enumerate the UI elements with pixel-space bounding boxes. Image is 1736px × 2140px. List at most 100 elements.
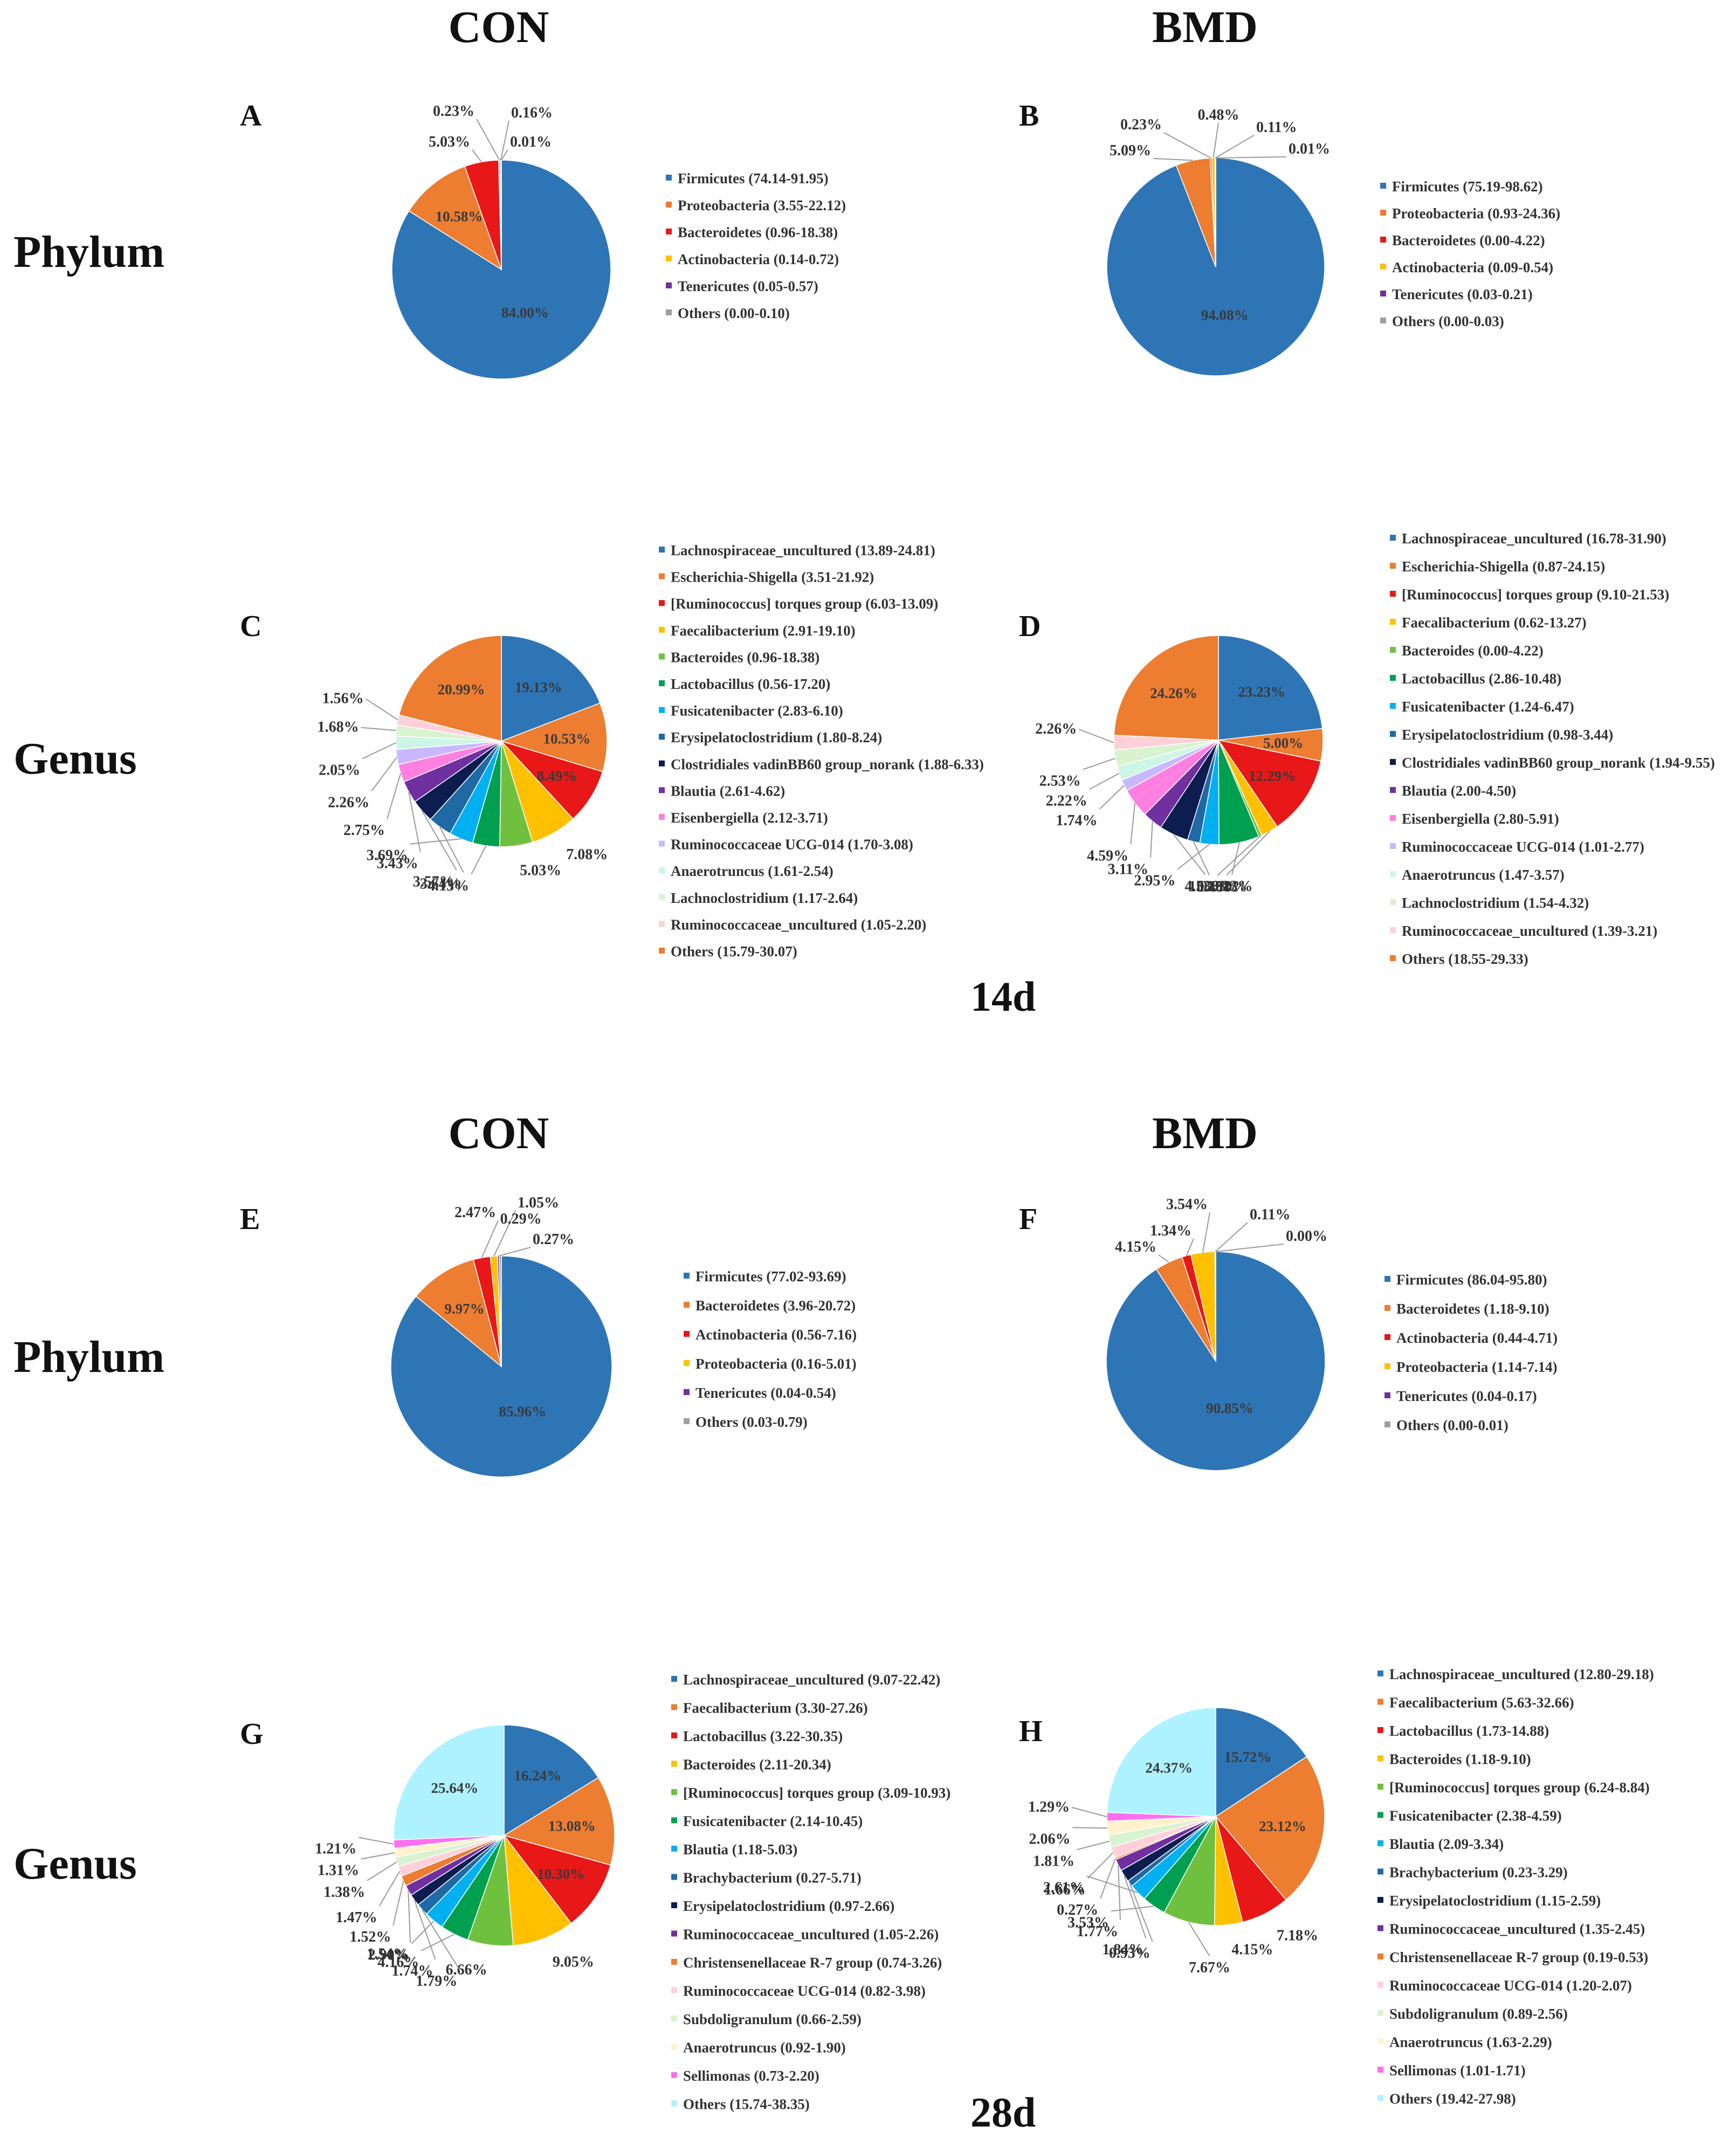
legend-item-g-ruminococcaceae-ucg-014: Ruminococcaceae UCG-014 (0.82-3.98) (683, 1983, 926, 1999)
slice-h-faecalibacterium (1215, 1756, 1325, 1901)
legend-item-f-bacteroidetes: Bacteroidetes (1.18-9.10) (1396, 1301, 1549, 1317)
legend-item-c-lachnospiraceae-uncultured: Lachnospiraceae_uncultured (13.89-24.81) (671, 542, 935, 558)
leader-line (392, 1881, 404, 1926)
legend-item-h-brachybacterium: Brachybacterium (0.23-3.29) (1389, 1865, 1568, 1881)
slice-c-ruminococcus-torques-group (500, 740, 603, 820)
data-label-e-others: 0.29% (500, 1211, 542, 1227)
leader-line (1215, 1244, 1284, 1252)
legend-item-g-ruminococcaceae-uncultured: Ruminococcaceae_uncultured (1.05-2.26) (683, 1927, 939, 1943)
legend-swatch (671, 1817, 677, 1824)
legend-swatch (671, 1846, 677, 1852)
slice-g-faecalibacterium (503, 1777, 615, 1866)
legend-swatch (1380, 264, 1386, 270)
legend-item-b-bacteroidetes: Bacteroidetes (0.00-4.22) (1392, 232, 1545, 248)
legend-item-h-lactobacillus: Lactobacillus (1.73-14.88) (1389, 1723, 1549, 1739)
legend-item-h-others: Others (19.42-27.98) (1389, 2091, 1516, 2107)
data-label-g-subdoligranulum: 1.38% (323, 1884, 365, 1901)
legend-swatch (659, 547, 665, 553)
slice-c-escherichia-shigella (500, 702, 608, 772)
data-label-f-others: 0.00% (1286, 1228, 1327, 1245)
legend-swatch (1377, 1868, 1383, 1875)
data-label-f-proteobacteria: 3.54% (1166, 1196, 1208, 1213)
slice-d-others (1113, 635, 1219, 741)
data-label-d-eisenbergiella: 4.59% (1087, 847, 1128, 864)
legend-swatch (666, 229, 672, 234)
panel-letter-f: F (1019, 1203, 1037, 1236)
legend-item-b-firmicutes: Firmicutes (75.19-98.62) (1392, 178, 1543, 195)
leader-line (1130, 803, 1136, 845)
panel-g: G16.24%13.08%10.30%9.05%6.66%4.16%2.90%1… (240, 1672, 950, 2113)
data-label-b-firmicutes: 94.08% (1201, 307, 1249, 323)
leader-line (1215, 156, 1287, 158)
legend-item-d-eisenbergiella: Eisenbergiella (2.80-5.91) (1402, 811, 1559, 827)
legend-item-e-firmicutes: Firmicutes (77.02-93.69) (695, 1268, 846, 1285)
leader-line (501, 149, 508, 161)
legend-swatch (1380, 317, 1386, 323)
legend-swatch (1384, 1421, 1390, 1427)
data-label-a-actinobacteria: 0.23% (433, 103, 474, 120)
data-label-b-actinobacteria: 0.48% (1198, 107, 1239, 123)
data-label-g-ruminococcaceae-ucg-014: 1.47% (336, 1909, 377, 1926)
data-label-a-others: 0.01% (510, 134, 552, 150)
legend-item-d-erysipelatoclostridium: Erysipelatoclostridium (0.98-3.44) (1402, 727, 1613, 743)
slice-h-ruminococcus-torques-group (1163, 1816, 1216, 1926)
legend-swatch (659, 814, 665, 820)
data-label-h-bacteroides: 4.15% (1231, 1941, 1273, 1958)
legend-swatch (659, 707, 665, 713)
data-label-f-tenericutes: 0.11% (1250, 1206, 1290, 1223)
data-label-e-bacteroidetes: 9.97% (444, 1301, 484, 1317)
leader-line (414, 1900, 436, 1960)
legend-item-d-ruminococcus-torques-group: [Ruminococcus] torques group (9.10-21.53… (1402, 586, 1669, 603)
legend-swatch (684, 1418, 690, 1424)
legend-item-h-faecalibacterium: Faecalibacterium (5.63-32.66) (1389, 1695, 1574, 1711)
leader-line (366, 698, 398, 721)
legend-swatch (1390, 647, 1396, 653)
data-label-h-anaerotruncus: 2.06% (1029, 1831, 1071, 1847)
legend-item-h-blautia: Blautia (2.09-3.34) (1389, 1836, 1504, 1852)
legend-swatch (1377, 1699, 1383, 1705)
legend-swatch (666, 309, 672, 315)
leader-line (1129, 1883, 1153, 1942)
legend-item-f-others: Others (0.00-0.01) (1396, 1417, 1508, 1433)
data-label-a-bacteroidetes: 5.03% (429, 134, 470, 150)
panel-letter-e: E (240, 1203, 260, 1236)
legend-item-b-actinobacteria: Actinobacteria (0.09-0.54) (1392, 259, 1553, 275)
data-label-c-erysipelatoclostridium: 3.64% (420, 875, 461, 892)
leader-line (371, 756, 398, 792)
legend-swatch (1377, 1784, 1383, 1790)
data-label-d-lactobacillus: 6.23% (1211, 878, 1252, 895)
leader-line (422, 811, 457, 871)
legend-swatch (1377, 2038, 1383, 2045)
leader-line (1153, 158, 1193, 161)
legend-swatch (1390, 591, 1396, 597)
data-label-c-eisenbergiella: 2.75% (343, 822, 385, 839)
legend-swatch (659, 573, 665, 579)
panel-letter-c: C (240, 610, 261, 643)
panel-letter-b: B (1019, 99, 1039, 133)
panel-h: H 15.72% 23.12% 7.18%4.15%7.67% 3.53% 2.61% 0.… (1019, 1666, 1654, 2107)
header-bmd-top: BMD (1152, 2, 1258, 52)
slice-g-bacteroides (504, 1834, 572, 1946)
leader-line (359, 1837, 394, 1845)
panel-b: B 94.08% 5.09% 0.23% 0.48% 0.11% 0.01% Firmicut… (1019, 99, 1560, 376)
legend-swatch (1377, 2067, 1383, 2073)
legend-swatch (659, 948, 665, 954)
legend-swatch (1377, 1812, 1383, 1818)
data-label-d-bacteroides: 0.48% (1197, 879, 1238, 895)
legend-swatch (671, 1789, 677, 1795)
data-label-b-others: 0.01% (1289, 141, 1330, 157)
data-label-a-tenericutes: 0.16% (511, 105, 553, 121)
legend-item-c-clostridiales-vadinbb60-group-norank: Clostridiales vadinBB60 group_norank (1.… (671, 756, 984, 772)
legend-item-b-others: Others (0.00-0.03) (1392, 313, 1504, 329)
data-label-b-bacteroidetes: 0.23% (1120, 116, 1162, 133)
leader-line (362, 742, 396, 760)
legend-item-d-bacteroides: Bacteroides (0.00-4.22) (1402, 643, 1544, 659)
slice-g-lachnospiraceae-uncultured (504, 1724, 599, 1837)
legend-item-d-blautia: Blautia (2.00-4.50) (1402, 783, 1516, 799)
legend-swatch (666, 282, 672, 288)
legend-item-h-anaerotruncus: Anaerotruncus (1.63-2.29) (1389, 2034, 1552, 2051)
legend-swatch (1377, 2095, 1383, 2101)
legend-swatch (671, 1732, 677, 1738)
legend-item-h-ruminococcaceae-uncultured: Ruminococcaceae_uncultured (1.35-2.45) (1389, 1921, 1645, 1937)
slice-g-others (393, 1724, 505, 1841)
